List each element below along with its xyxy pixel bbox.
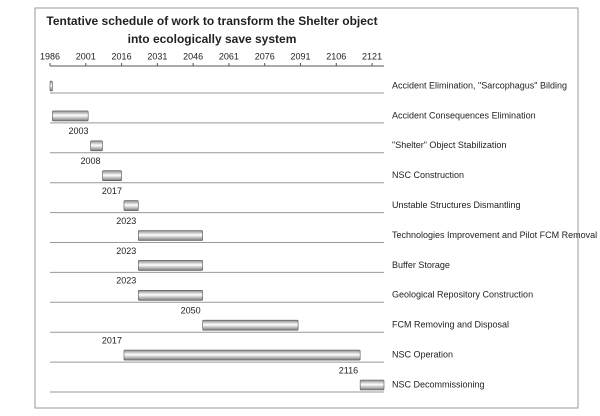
task-label: Unstable Structures Dismantling — [392, 200, 521, 210]
task-label: Buffer Storage — [392, 260, 450, 270]
task-label: NSC Operation — [392, 349, 453, 359]
task-label: FCM Removing and Disposal — [392, 320, 509, 330]
bar — [90, 140, 103, 152]
x-tick-label: 1986 — [40, 51, 60, 61]
bar — [123, 349, 361, 361]
start-label: 2003 — [69, 126, 89, 136]
bar — [137, 230, 203, 241]
x-tick-label: 2121 — [362, 51, 382, 61]
x-tick-label: 2076 — [255, 51, 275, 61]
bar — [52, 110, 89, 122]
bar — [102, 170, 122, 181]
x-tick-label: 2016 — [112, 51, 132, 61]
start-label: 2116 — [339, 365, 358, 375]
start-label: 2023 — [116, 216, 136, 226]
task-label: Technologies Improvement and Pilot FCM R… — [392, 230, 597, 240]
start-label: 2008 — [80, 156, 100, 166]
x-tick-label: 2046 — [183, 51, 203, 61]
bar — [49, 80, 53, 92]
start-label: 2017 — [102, 335, 122, 345]
x-tick-label: 2061 — [219, 51, 239, 61]
chart-title: Tentative schedule of work to transform … — [46, 14, 377, 28]
task-label: Accident Elimination, "Sarcophagus" Bild… — [392, 80, 567, 90]
x-tick-label: 2001 — [76, 51, 96, 61]
frame — [34, 7, 579, 409]
start-label: 2023 — [116, 276, 136, 286]
start-label: 2017 — [102, 186, 122, 196]
bar — [202, 319, 299, 331]
task-label: "Shelter" Object Stabilization — [392, 140, 506, 150]
bar — [123, 200, 139, 211]
bar — [359, 379, 385, 391]
task-label: NSC Decommissioning — [392, 379, 485, 389]
bar — [137, 260, 203, 271]
x-tick-label: 2106 — [326, 51, 346, 61]
task-label: NSC Construction — [392, 170, 464, 180]
start-label: 2050 — [181, 306, 201, 316]
task-label: Geological Repository Construction — [392, 290, 533, 300]
bar — [137, 289, 203, 301]
start-label: 2023 — [116, 246, 136, 256]
task-label: Accident Consequences Elimination — [392, 110, 536, 120]
x-tick-label: 2091 — [290, 51, 310, 61]
x-tick-label: 2031 — [147, 51, 167, 61]
chart-title: into ecologically save system — [128, 32, 297, 46]
